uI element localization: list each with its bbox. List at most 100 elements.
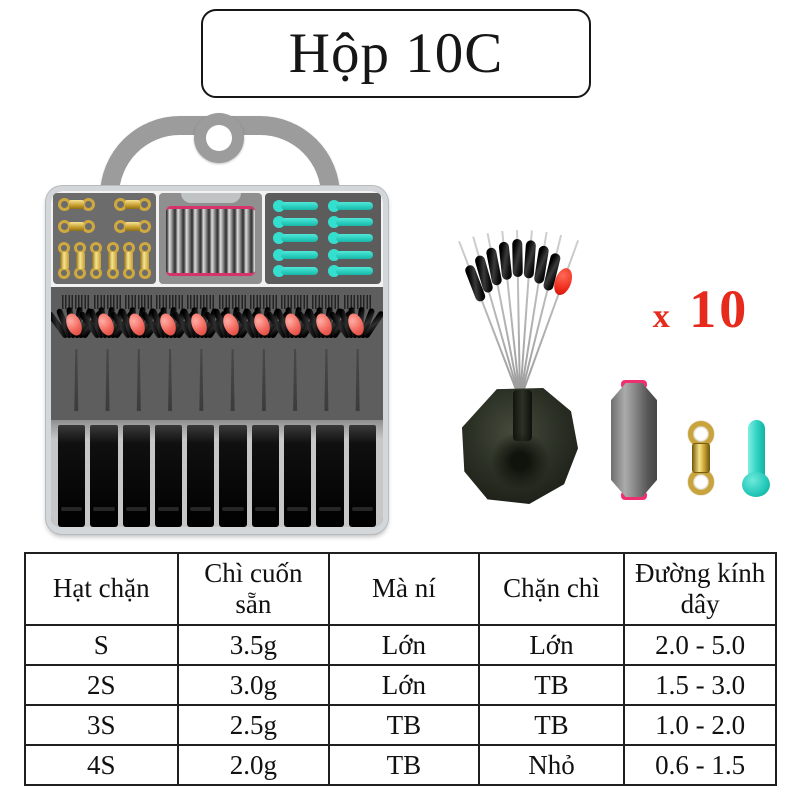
spec-cell: 3S bbox=[24, 704, 179, 746]
rubber-pin-bar-icon bbox=[747, 420, 765, 484]
float-slot bbox=[90, 425, 118, 527]
barrel-swivel-icon bbox=[58, 220, 95, 233]
wire-bristles-icon bbox=[124, 295, 153, 309]
spec-cell: Lớn bbox=[477, 624, 626, 666]
spec-cell: 2.0g bbox=[176, 744, 331, 786]
box-handle-hole-icon bbox=[206, 125, 232, 151]
spec-cell: 1.5 - 3.0 bbox=[623, 664, 777, 706]
swivel-barrel-icon bbox=[124, 252, 134, 269]
box-compartments bbox=[51, 191, 383, 287]
rubber-pin-compartment-icon bbox=[265, 193, 381, 284]
wire-taper-icon bbox=[261, 349, 266, 411]
rubber-base-icon bbox=[462, 388, 578, 504]
swivel-barrel-icon bbox=[125, 200, 140, 209]
swivel-row bbox=[58, 242, 151, 279]
col-header-chan-chi: Chặn chì bbox=[477, 552, 626, 626]
rubber-pin-icon bbox=[328, 264, 373, 277]
coiled-lead-compartment-icon bbox=[159, 193, 262, 284]
stopper-set-icon bbox=[77, 287, 135, 420]
col-header-hat-chan: Hạt chặn bbox=[24, 552, 179, 626]
swivel-barrel-icon bbox=[140, 252, 150, 269]
stopper-set-icon bbox=[51, 287, 104, 420]
rubber-pin-icon bbox=[328, 200, 373, 213]
wire-taper-icon bbox=[293, 349, 298, 411]
barrel-swivel-icon bbox=[114, 220, 151, 233]
rubber-pin-icon bbox=[328, 232, 373, 245]
float-slot bbox=[122, 425, 150, 527]
rubber-pin-icon bbox=[273, 264, 318, 277]
lead-weight-body-icon bbox=[611, 383, 657, 497]
barrel-swivel-icon bbox=[138, 242, 151, 279]
table-row: S 3.5g Lớn Lớn 2.0 - 5.0 bbox=[24, 624, 777, 666]
swivel-barrel-icon bbox=[69, 222, 84, 231]
rubber-pin-icon bbox=[740, 420, 772, 506]
box-handle-knob-icon bbox=[194, 113, 244, 163]
swivel-barrel-icon bbox=[108, 252, 118, 269]
swivel-barrel-icon bbox=[125, 222, 140, 231]
wire-taper-icon bbox=[136, 349, 141, 411]
col-header-chi-cuon-san: Chì cuốn sẵn bbox=[176, 552, 331, 626]
rubber-pin-icon bbox=[273, 232, 318, 245]
spec-cell: 2S bbox=[24, 664, 179, 706]
spec-cell: 3.0g bbox=[176, 664, 331, 706]
swivel-barrel-icon bbox=[59, 252, 69, 269]
rubber-pin-icon bbox=[273, 248, 318, 261]
stopper-set-icon bbox=[265, 287, 323, 420]
stopper-set-icon bbox=[108, 287, 166, 420]
stopper-sets-row bbox=[51, 287, 383, 420]
title-box: Hộp 10C bbox=[201, 9, 591, 98]
black-stopper-icon bbox=[512, 238, 523, 278]
barrel-swivel-icon bbox=[122, 242, 135, 279]
rubber-pin-icon bbox=[273, 200, 318, 213]
rubber-pin-foot-icon bbox=[742, 472, 770, 497]
swivel-row bbox=[58, 220, 151, 233]
wire-bristles-icon bbox=[218, 295, 247, 309]
float-slot-rack bbox=[51, 420, 383, 527]
spec-cell: Lớn bbox=[328, 664, 480, 706]
table-row: 4S 2.0g TB Nhỏ 0.6 - 1.5 bbox=[24, 744, 777, 786]
spec-header-row: Hạt chặn Chì cuốn sẵn Mà ní Chặn chì Đườ… bbox=[24, 552, 777, 626]
float-slot bbox=[219, 425, 247, 527]
swivel-barrel-icon bbox=[692, 443, 710, 473]
wire-taper-icon bbox=[199, 349, 204, 411]
wire-taper-icon bbox=[168, 349, 173, 411]
col-header-duong-kinh-day: Đường kính dây bbox=[623, 552, 777, 626]
spec-cell: TB bbox=[477, 704, 626, 746]
wire-bristles-icon bbox=[249, 295, 278, 309]
spec-cell: 4S bbox=[24, 744, 179, 786]
wire-taper-icon bbox=[355, 349, 360, 411]
swivel-compartment-icon bbox=[53, 193, 156, 284]
spec-cell: 2.0 - 5.0 bbox=[623, 624, 777, 666]
swivel-barrel-icon bbox=[91, 252, 101, 269]
page-title: Hộp 10C bbox=[288, 22, 504, 85]
spec-cell: Nhỏ bbox=[477, 744, 626, 786]
coiled-leads-icon bbox=[166, 206, 255, 276]
float-slot bbox=[58, 425, 86, 527]
stopper-set-icon bbox=[296, 287, 354, 420]
wire-bristles-icon bbox=[343, 295, 372, 309]
spec-cell: 0.6 - 1.5 bbox=[623, 744, 777, 786]
spec-cell: Lớn bbox=[328, 624, 480, 666]
swivel-row bbox=[58, 198, 151, 211]
rubber-pin-icon bbox=[328, 216, 373, 229]
barrel-swivel-icon bbox=[90, 242, 103, 279]
spec-cell: TB bbox=[328, 704, 480, 746]
wire-taper-icon bbox=[324, 349, 329, 411]
wire-bristles-icon bbox=[312, 295, 341, 309]
wire-taper-icon bbox=[230, 349, 235, 411]
tackle-box-icon bbox=[46, 186, 388, 534]
rubber-pin-icon bbox=[273, 216, 318, 229]
spec-cell: S bbox=[24, 624, 179, 666]
barrel-swivel-icon bbox=[106, 242, 119, 279]
table-row: 3S 2.5g TB TB 1.0 - 2.0 bbox=[24, 704, 777, 746]
table-row: 2S 3.0g Lớn TB 1.5 - 3.0 bbox=[24, 664, 777, 706]
barrel-swivel-icon bbox=[74, 242, 87, 279]
rubber-pin-icon bbox=[328, 248, 373, 261]
float-slot bbox=[284, 425, 312, 527]
swivel-barrel-icon bbox=[69, 200, 84, 209]
stopper-set-icon bbox=[327, 287, 383, 420]
float-slot bbox=[348, 425, 376, 527]
wire-taper-icon bbox=[105, 349, 110, 411]
lead-weight-icon bbox=[610, 379, 658, 501]
